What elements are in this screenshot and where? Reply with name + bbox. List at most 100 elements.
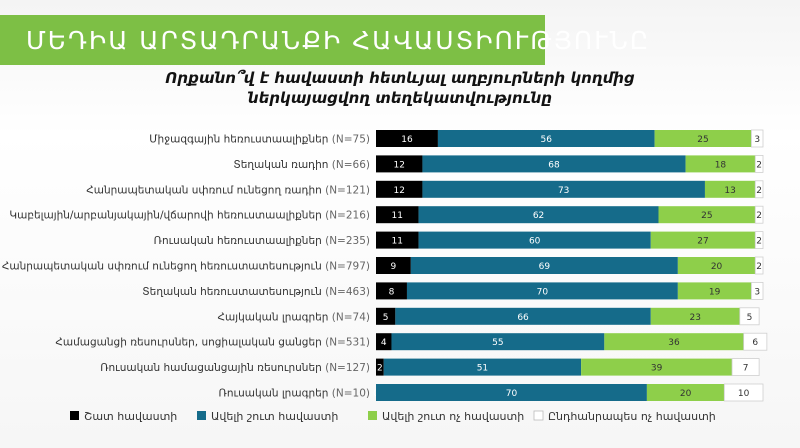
category-name: Հանրապետական սփռում ունեցող հեռուստատեսո… xyxy=(2,261,325,273)
bar-segment xyxy=(376,384,647,401)
data-label: 20 xyxy=(711,262,723,272)
bar-segment xyxy=(604,333,744,351)
bar-segment xyxy=(754,154,764,173)
bar-segment xyxy=(391,333,605,351)
data-label: 10 xyxy=(738,389,750,399)
bar-segment xyxy=(704,180,756,198)
data-label: 66 xyxy=(517,313,529,323)
data-label: 73 xyxy=(558,186,569,196)
data-label: 5 xyxy=(383,313,389,323)
bar-segment xyxy=(376,282,407,300)
bar-segment xyxy=(418,231,651,249)
bar-segment xyxy=(422,155,686,173)
category-n: (N=74) xyxy=(332,311,370,323)
chart-title-line-1: Որքանո՞վ է հավաստի հետևյալ աղբյուրների կ… xyxy=(165,69,635,87)
data-label: 7 xyxy=(743,364,749,374)
title-banner: ՄԵԴԻԱ ԱՐՏԱԴՐԱՆՔԻ ՀԱՎԱՍՏԻՈՒԹՅՈՒՆԸ xyxy=(0,15,648,65)
bar-segment xyxy=(754,180,764,199)
category-n: (N=216) xyxy=(325,210,370,222)
bar-segment xyxy=(376,206,419,224)
category-name: Ռուսական լրագրեր xyxy=(219,388,332,400)
bar-segment xyxy=(406,282,678,300)
category-name: Հայկական լրագրեր xyxy=(217,311,331,323)
bar-segment xyxy=(376,358,384,376)
bar-segment xyxy=(654,130,752,147)
legend-swatch xyxy=(368,411,377,420)
bar-segment xyxy=(731,358,760,377)
category-n: (N=235) xyxy=(325,235,370,247)
category-n: (N=121) xyxy=(325,184,370,196)
data-label: 6 xyxy=(752,338,758,348)
bar-segment xyxy=(376,130,438,147)
data-label: 25 xyxy=(701,211,712,221)
category-label: Համացանցի ռեսուրսներ, սոցիալական ցանցեր … xyxy=(55,337,370,349)
data-label: 9 xyxy=(391,262,397,272)
category-name: Տեղական ռադիո xyxy=(233,159,331,171)
data-label: 60 xyxy=(529,237,541,247)
category-label: Կաբելային/արբանյակային/վճարովի հեռուստաա… xyxy=(9,210,370,222)
legend: Շատ հավաստի Ավելի շուտ հավաստի Ավելի շուտ … xyxy=(70,410,716,423)
data-label: 55 xyxy=(492,338,503,348)
bar-segment xyxy=(395,307,651,325)
category-n: (N=66) xyxy=(332,159,370,171)
category-label: Ռուսական լրագրեր (N=10) xyxy=(219,388,370,400)
category-name: Համացանցի ռեսուրսներ, սոցիալական ցանցեր xyxy=(55,337,325,349)
bar-segment xyxy=(650,307,740,325)
data-label: 11 xyxy=(392,237,403,247)
data-label: 3 xyxy=(754,135,760,145)
data-label: 62 xyxy=(533,211,544,221)
data-label: 2 xyxy=(756,262,762,272)
data-label: 27 xyxy=(697,237,708,247)
bar-segment xyxy=(750,281,764,300)
bar-segment xyxy=(410,257,678,274)
banner-title: ՄԵԴԻԱ ԱՐՏԱԴՐԱՆՔԻ ՀԱՎԱՍՏԻՈՒԹՅՈՒՆԸ xyxy=(26,25,651,55)
legend-swatch xyxy=(533,410,544,421)
legend-label: Ավելի շուտ ոչ հավաստի xyxy=(382,410,524,423)
category-label: Ռուսական հեռուստաալիքներ (N=235) xyxy=(154,235,370,247)
category-n: (N=10) xyxy=(332,388,370,400)
data-label: 68 xyxy=(548,160,560,170)
data-label: 70 xyxy=(537,287,549,297)
category-label: Տեղական հեռուստատեսություն (N=463) xyxy=(142,286,370,298)
data-label: 13 xyxy=(724,186,735,196)
data-label: 39 xyxy=(651,364,663,374)
category-n: (N=463) xyxy=(325,286,370,298)
bar-segment xyxy=(422,180,705,198)
bar-segment xyxy=(685,155,756,173)
legend-label: Շատ հավաստի xyxy=(84,410,177,423)
bar-segment xyxy=(723,383,764,402)
data-label: 25 xyxy=(697,135,708,145)
data-label: 51 xyxy=(477,364,488,374)
category-name: Կաբելային/արբանյակային/վճարովի հեռուստաա… xyxy=(9,210,325,222)
bar-segment xyxy=(376,180,423,198)
legend-label: Ընդհանրապես ոչ հավաստի xyxy=(548,410,716,423)
data-label: 18 xyxy=(715,160,727,170)
bar-segment xyxy=(754,231,764,250)
category-name: Ռուսական հեռուստաալիքներ xyxy=(154,235,325,247)
legend-swatch xyxy=(70,411,79,420)
bar-segment xyxy=(376,333,392,351)
bar-segment xyxy=(437,130,655,147)
data-label: 11 xyxy=(392,211,403,221)
data-label: 36 xyxy=(668,338,680,348)
legend-swatch xyxy=(197,411,206,420)
data-label: 12 xyxy=(393,160,404,170)
bar-segment xyxy=(376,307,396,325)
data-label: 4 xyxy=(381,338,387,348)
bar-segment xyxy=(418,206,659,224)
data-label: 2 xyxy=(377,364,383,374)
bar-segment xyxy=(754,205,764,224)
bar-segment xyxy=(677,282,752,300)
bar-segment xyxy=(677,257,756,274)
category-label: Հանրապետական սփռում ունեցող հեռուստատեսո… xyxy=(2,261,370,273)
bar-segment xyxy=(376,231,419,249)
bar-segment xyxy=(650,231,756,249)
category-label: Միջազգային հեռուստաալիքներ (N=75) xyxy=(149,134,370,146)
bar-segment xyxy=(646,384,725,401)
bar-segment xyxy=(754,256,764,275)
bar-segment xyxy=(383,358,582,376)
bars-layer: Միջազգային հեռուստաալիքներ (N=75) 16 56 25 3… xyxy=(2,129,768,402)
data-label: 2 xyxy=(756,237,762,247)
category-name: Հանրապետական սփռում ունեցող ռադիո xyxy=(86,184,325,196)
data-label: 2 xyxy=(756,160,762,170)
